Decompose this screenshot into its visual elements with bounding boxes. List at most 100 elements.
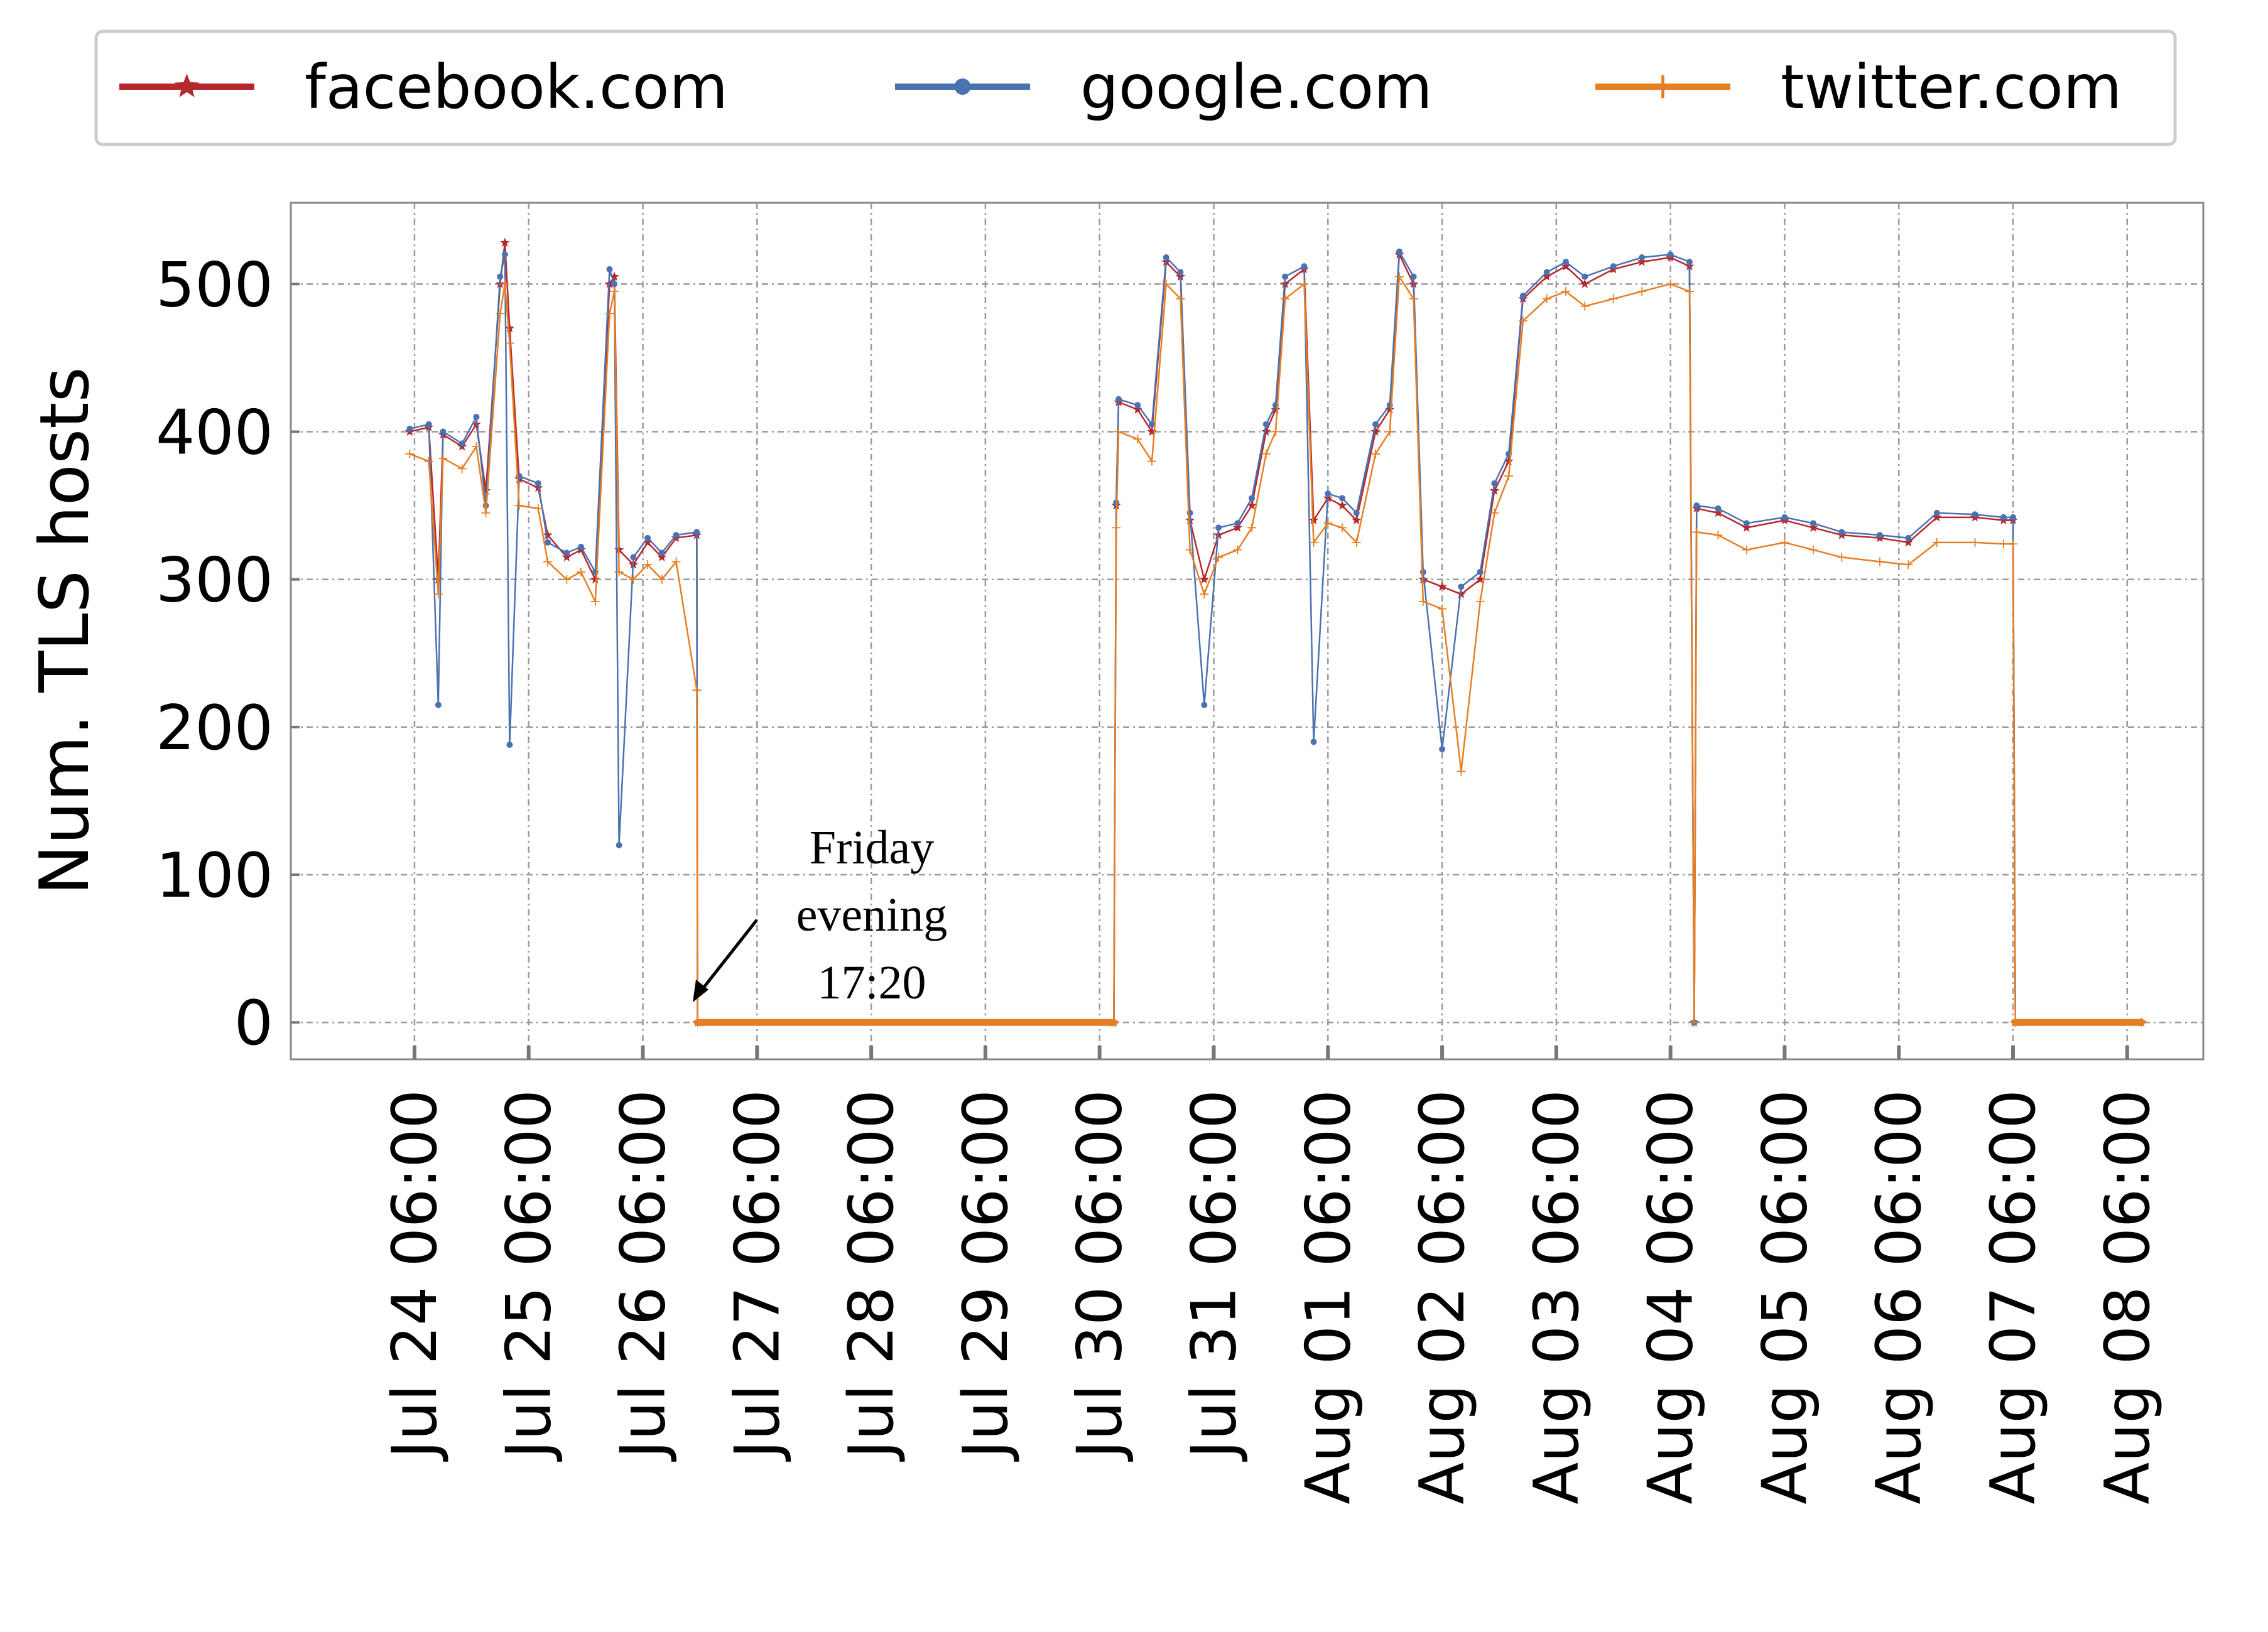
data-point <box>1685 287 1694 296</box>
data-point <box>1637 257 1647 266</box>
data-point <box>1419 568 1426 575</box>
x-tick-label: Aug 08 06:00 <box>2092 1089 2164 1505</box>
data-point <box>693 529 700 536</box>
data-point <box>1247 523 1257 532</box>
data-point <box>1439 746 1446 753</box>
data-point <box>1489 485 1499 495</box>
data-point <box>606 266 613 273</box>
y-tick-label: 0 <box>234 988 273 1059</box>
data-point <box>1385 404 1395 414</box>
y-axis-label: Num. TLS hosts <box>26 367 104 895</box>
x-tick-label: Aug 02 06:00 <box>1407 1089 1479 1505</box>
data-point <box>1215 524 1222 531</box>
data-point <box>1262 421 1269 428</box>
data-point <box>1580 301 1590 311</box>
data-point <box>1637 287 1647 296</box>
annotation-arrow-shaft <box>698 919 758 995</box>
data-point <box>1409 294 1418 303</box>
data-point <box>1563 259 1569 266</box>
data-point <box>1147 426 1157 436</box>
data-point <box>1904 560 1913 570</box>
y-axis: 0 100 200 300 400 500 <box>156 249 300 1059</box>
data-point <box>611 281 618 288</box>
data-point <box>1309 538 1318 547</box>
data-point <box>496 309 505 318</box>
data-point <box>1518 316 1527 326</box>
data-point <box>1475 574 1485 584</box>
data-point <box>1838 529 1845 536</box>
data-point <box>578 543 585 550</box>
data-point <box>1372 421 1379 428</box>
data-point <box>563 549 570 556</box>
data-point <box>1932 512 1942 522</box>
data-point <box>1249 495 1256 502</box>
x-tick-label: Aug 03 06:00 <box>1521 1089 1593 1505</box>
data-point <box>406 425 413 432</box>
data-point <box>671 557 681 566</box>
data-point <box>1666 279 1675 289</box>
data-point <box>1810 520 1816 527</box>
data-point <box>1115 396 1122 403</box>
legend-box <box>94 30 2177 146</box>
data-point <box>1201 701 1208 708</box>
x-tick-label: Aug 01 06:00 <box>1293 1089 1364 1505</box>
data-point <box>543 557 553 566</box>
annotation-line-2: evening <box>796 889 948 941</box>
data-point <box>481 485 491 495</box>
x-tick-label: Aug 05 06:00 <box>1749 1089 1821 1505</box>
data-point <box>1458 583 1465 590</box>
data-point <box>1371 449 1381 458</box>
x-tick-label: Jul 24 06:00 <box>379 1089 451 1462</box>
x-tick-label: Aug 04 06:00 <box>1636 1089 1707 1505</box>
data-point <box>658 549 665 556</box>
series-line <box>410 251 2142 1024</box>
data-point <box>644 534 651 541</box>
data-point <box>1418 597 1428 606</box>
data-point <box>1149 421 1156 428</box>
data-point <box>1261 449 1271 458</box>
data-point <box>1352 538 1361 547</box>
legend-entry-google: google.com <box>895 52 1433 122</box>
legend-marker <box>174 73 200 97</box>
data-point <box>1261 426 1271 436</box>
data-point <box>497 273 504 280</box>
data-point <box>1970 538 1980 547</box>
data-point <box>472 442 481 451</box>
data-point <box>610 287 619 296</box>
data-point <box>1161 279 1171 289</box>
data-point <box>1582 273 1588 280</box>
legend-label-google: google.com <box>1080 52 1433 122</box>
data-point <box>424 457 433 466</box>
data-point <box>562 552 572 561</box>
data-point <box>1232 522 1242 532</box>
data-point <box>1396 248 1403 255</box>
data-point <box>1580 279 1590 288</box>
data-point <box>590 574 600 584</box>
data-point <box>1504 472 1514 481</box>
data-point <box>1781 514 1788 521</box>
data-point <box>1490 508 1499 517</box>
x-axis: Jul 24 06:00 Jul 25 06:00 Jul 26 06:00 Jul … <box>379 1046 2164 1505</box>
data-point <box>1410 273 1417 280</box>
data-point <box>1385 427 1394 436</box>
data-point <box>616 842 622 848</box>
data-point <box>440 428 447 435</box>
data-point <box>1337 500 1347 510</box>
data-point <box>504 323 514 333</box>
data-point <box>425 421 432 428</box>
data-point <box>1742 522 1752 532</box>
data-point <box>1133 435 1142 444</box>
data-point <box>1112 523 1121 532</box>
data-point <box>1370 426 1381 436</box>
data-point <box>605 309 614 318</box>
data-point <box>405 449 415 458</box>
data-point <box>1176 294 1185 303</box>
data-point <box>1457 767 1466 776</box>
data-point <box>1713 507 1723 517</box>
data-point <box>1519 293 1526 300</box>
data-point <box>1743 520 1750 527</box>
data-point <box>1475 597 1485 606</box>
data-point <box>2010 514 2017 521</box>
data-point <box>1199 574 1209 584</box>
